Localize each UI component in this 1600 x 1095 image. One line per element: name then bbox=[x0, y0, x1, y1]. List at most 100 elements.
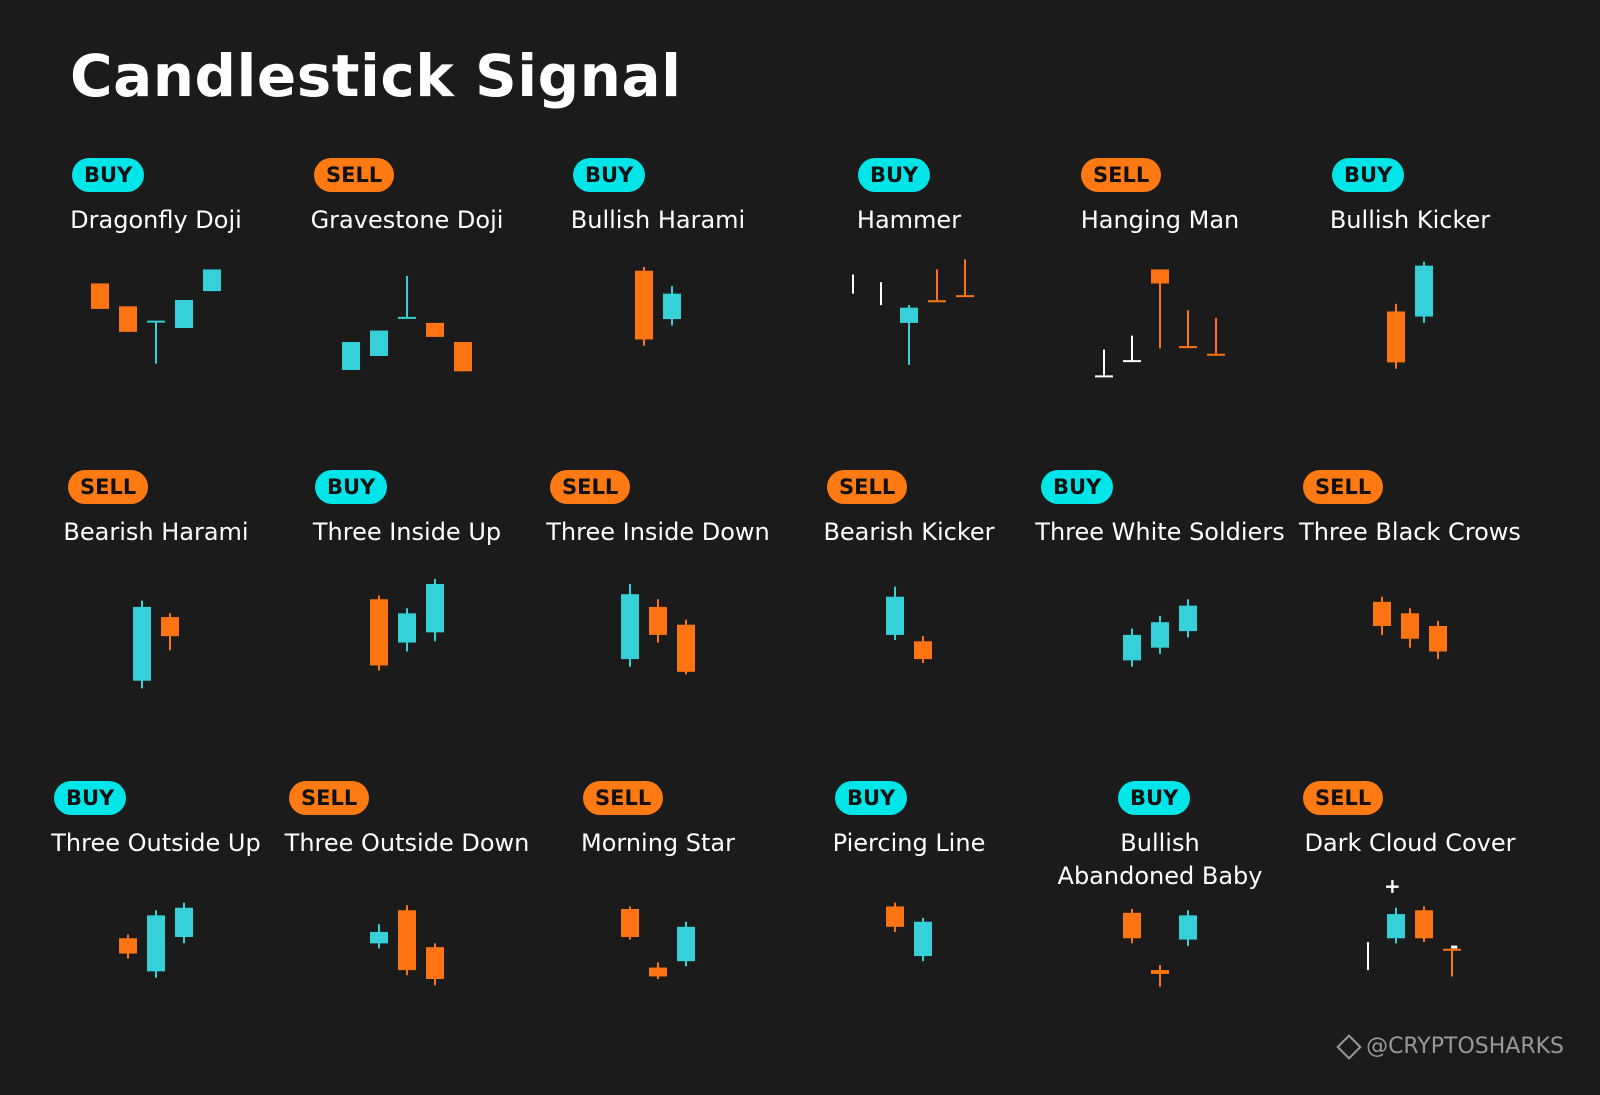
candle-body bbox=[370, 599, 388, 666]
candle-body bbox=[398, 910, 416, 971]
pattern-name: Dragonfly Doji bbox=[70, 206, 242, 234]
candle-body bbox=[663, 293, 681, 320]
candle-body bbox=[621, 594, 639, 660]
candle-body bbox=[1151, 970, 1169, 974]
candle-body bbox=[203, 269, 221, 292]
annotation-label: - bbox=[1450, 934, 1458, 958]
candle-body bbox=[342, 342, 360, 370]
candle-bear bbox=[1387, 303, 1405, 369]
candle-bull bbox=[203, 269, 221, 292]
pattern-name: Three Outside Up bbox=[51, 829, 261, 857]
candle-body bbox=[161, 617, 179, 637]
candle-bear bbox=[1207, 317, 1225, 356]
candle-body bbox=[370, 931, 388, 944]
candle-body bbox=[1429, 626, 1447, 652]
candle-bull bbox=[1123, 628, 1141, 667]
candle-body bbox=[1387, 914, 1405, 939]
candle-bear bbox=[677, 619, 695, 675]
pattern-name: Morning Star bbox=[580, 829, 735, 857]
signal-badge-sell: SELL bbox=[550, 470, 631, 504]
signal-badge-buy: BUY bbox=[54, 781, 127, 815]
candle-bull bbox=[398, 608, 416, 652]
candle-bull bbox=[1415, 261, 1433, 323]
candle-bear bbox=[119, 306, 137, 332]
candle-bear bbox=[1443, 948, 1461, 977]
candle-bull bbox=[147, 320, 165, 364]
candle-body bbox=[426, 947, 444, 979]
candle-bull bbox=[426, 578, 444, 642]
candle-bull bbox=[133, 600, 151, 689]
candle-bull bbox=[886, 586, 904, 640]
candle-bear bbox=[1179, 310, 1197, 349]
candle-body bbox=[1387, 311, 1405, 363]
pattern-name: Bearish Kicker bbox=[823, 518, 995, 546]
pattern-name: Three Inside Down bbox=[546, 518, 770, 546]
candle-bear bbox=[1123, 909, 1141, 944]
signal-badge-sell: SELL bbox=[827, 470, 908, 504]
candle-body bbox=[1123, 634, 1141, 661]
candle-bear bbox=[1429, 620, 1447, 660]
candle-bear bbox=[454, 342, 472, 372]
pattern-name: Three Black Crows bbox=[1299, 518, 1521, 546]
candle-bull bbox=[1151, 615, 1169, 654]
signal-badge-buy: BUY bbox=[72, 158, 145, 192]
signal-badge-buy: BUY bbox=[573, 158, 646, 192]
candle-body bbox=[886, 596, 904, 635]
candle-bull bbox=[175, 300, 193, 328]
candle-bull bbox=[914, 917, 932, 962]
candle-bear bbox=[426, 943, 444, 986]
candle-bear bbox=[1151, 965, 1169, 987]
pattern-name: Bearish Harami bbox=[63, 518, 249, 546]
pattern-name: Gravestone Doji bbox=[310, 206, 504, 234]
candle-body bbox=[677, 926, 695, 962]
candle-bear bbox=[1373, 596, 1391, 635]
candle-bull bbox=[370, 330, 388, 356]
candle-body bbox=[398, 613, 416, 643]
candle-bull bbox=[147, 910, 165, 978]
candle-body bbox=[147, 915, 165, 972]
candle-body bbox=[649, 606, 667, 635]
annotation-label: + bbox=[1384, 874, 1401, 898]
candle-bull bbox=[342, 342, 360, 370]
candle-bear bbox=[956, 259, 974, 298]
signal-badge-buy: BUY bbox=[835, 781, 908, 815]
candle-neutral bbox=[1123, 335, 1141, 363]
candle-bear bbox=[119, 934, 137, 959]
signal-badge-sell: SELL bbox=[314, 158, 395, 192]
watermark: @CRYPTOSHARKS bbox=[1336, 1033, 1564, 1060]
candle-body bbox=[1415, 265, 1433, 317]
pattern-name: Three White Soldiers bbox=[1035, 518, 1285, 546]
candle-body bbox=[1401, 613, 1419, 639]
candle-body bbox=[1179, 605, 1197, 632]
signal-badge-sell: SELL bbox=[583, 781, 664, 815]
candle-body bbox=[635, 270, 653, 340]
candle-bear bbox=[886, 902, 904, 932]
signal-badge-sell: SELL bbox=[1303, 470, 1384, 504]
signal-badge-sell: SELL bbox=[1303, 781, 1384, 815]
candle-body bbox=[119, 306, 137, 332]
candle-neutral bbox=[1095, 349, 1113, 378]
pattern-name: Three Outside Down bbox=[284, 829, 530, 857]
candle-body bbox=[1179, 915, 1197, 940]
pattern-name: Hanging Man bbox=[1080, 206, 1240, 234]
page-title: Candlestick Signal bbox=[70, 42, 682, 110]
signal-badge-sell: SELL bbox=[68, 470, 149, 504]
candle-bull bbox=[663, 286, 681, 326]
signal-badge-buy: BUY bbox=[858, 158, 931, 192]
candle-body bbox=[426, 584, 444, 633]
candle-bear bbox=[635, 266, 653, 346]
candle-bear bbox=[1151, 269, 1169, 349]
candle-body bbox=[914, 641, 932, 660]
candle-body bbox=[621, 909, 639, 937]
pattern-name: Bullish Kicker bbox=[1329, 206, 1491, 234]
candle-bear bbox=[161, 613, 179, 651]
candle-body bbox=[900, 307, 918, 323]
candle-body bbox=[677, 624, 695, 672]
candle-bear bbox=[370, 595, 388, 671]
candle-bear bbox=[928, 269, 946, 303]
candle-bull bbox=[900, 305, 918, 365]
candle-body bbox=[426, 322, 444, 337]
pattern-name: Three Inside Up bbox=[312, 518, 502, 546]
candle-bull bbox=[1179, 910, 1197, 946]
candle-bull bbox=[1179, 599, 1197, 638]
